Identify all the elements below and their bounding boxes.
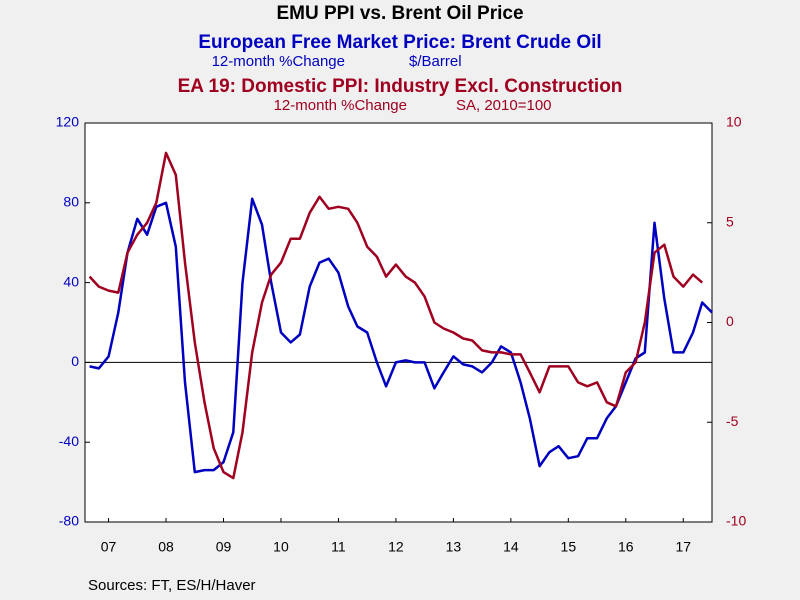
y2-tick-label: 5 [726,213,734,229]
series-units: 12-month %Change [274,97,407,114]
y-tick-label: 120 [56,114,80,130]
x-tick-label: 15 [561,539,577,555]
series-title: EA 19: Domestic PPI: Industry Excl. Cons… [178,76,623,97]
plot-area [84,122,713,523]
x-tick-label: 13 [446,539,462,555]
chart-title: EMU PPI vs. Brent Oil Price [276,3,523,24]
x-tick-label: 10 [273,539,289,555]
y2-tick-label: -10 [726,513,746,529]
y-tick-label: 80 [63,194,79,210]
x-tick-label: 08 [158,539,174,555]
y-tick-label: 0 [71,353,79,369]
series-units: 12-month %Change [212,53,345,70]
y2-tick-label: -5 [726,413,739,429]
series-units: SA, 2010=100 [456,97,552,114]
y-tick-label: -40 [59,433,79,449]
y2-tick-label: 0 [726,313,734,329]
x-tick-label: 17 [675,539,691,555]
y2-tick-label: 10 [726,114,742,130]
x-tick-label: 16 [618,539,634,555]
x-tick-label: 12 [388,539,404,555]
x-tick-label: 14 [503,539,519,555]
series-line [88,151,704,480]
x-tick-label: 07 [101,539,117,555]
series-line [89,197,713,474]
source-note: Sources: FT, ES/H/Haver [88,577,256,594]
x-tick-label: 11 [331,539,346,555]
y-tick-label: 40 [63,273,79,289]
y-tick-label: -80 [59,513,79,529]
series-title: European Free Market Price: Brent Crude … [198,32,601,53]
series-units: $/Barrel [409,53,462,70]
x-tick-label: 09 [216,539,232,555]
